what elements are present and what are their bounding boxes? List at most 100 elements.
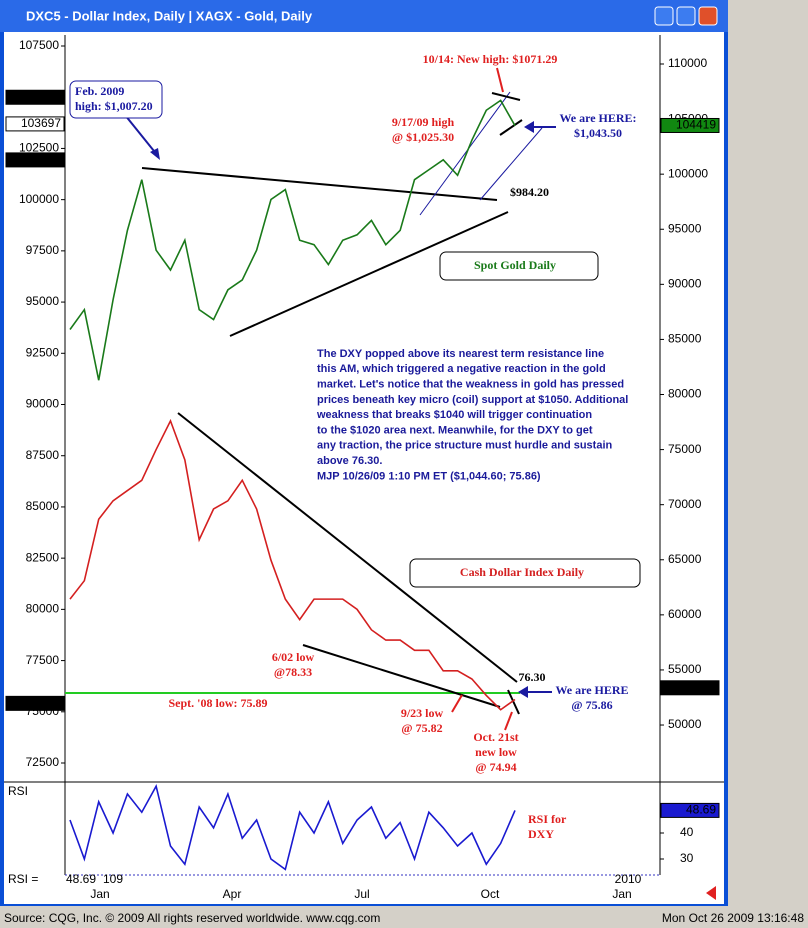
- pointer: [451, 694, 463, 713]
- y-tick-label: 100000: [19, 192, 59, 206]
- annotation-box: [69, 80, 163, 119]
- y-tick-label: 80000: [26, 602, 60, 616]
- annotation: 6/02 low: [272, 650, 315, 664]
- left-price-marker: 101940: [21, 152, 61, 166]
- y-tick-label: 82500: [26, 550, 60, 564]
- annotation: We are HERE:: [559, 111, 636, 125]
- maximize-button[interactable]: [676, 6, 696, 26]
- y2-tick-label: 80000: [668, 387, 702, 401]
- commentary-line: this AM, which triggered a negative reac…: [317, 363, 606, 375]
- commentary-line: above 76.30.: [317, 455, 382, 467]
- series-label-box: [439, 251, 599, 281]
- annotation: Oct. 21st: [473, 730, 518, 744]
- x-tick-label: Apr: [223, 887, 242, 901]
- close-button[interactable]: [698, 6, 718, 26]
- footer-timestamp: Mon Oct 26 2009 13:16:48: [662, 911, 804, 925]
- channel-line: [419, 91, 511, 216]
- annotation: 76.30: [519, 670, 546, 684]
- annotation: @78.33: [274, 665, 312, 679]
- trend-line: [491, 92, 521, 101]
- left-price-marker: 75412: [28, 696, 62, 710]
- commentary-line: MJP 10/26/09 1:10 PM ET ($1,044.60; 75.8…: [317, 470, 541, 482]
- annotation: $1,043.50: [574, 126, 622, 140]
- commentary-line: any traction, the price structure must h…: [317, 440, 613, 452]
- y-tick-label: 77500: [26, 653, 60, 667]
- minimize-button[interactable]: [654, 6, 674, 26]
- right-price-marker: 104419: [676, 118, 716, 132]
- commentary-line: market. Let's notice that the weakness i…: [317, 379, 624, 391]
- annotation: $984.20: [510, 185, 549, 199]
- chart-area: [4, 32, 724, 904]
- annotation: @ 74.94: [475, 760, 516, 774]
- left-price-marker-box: [5, 695, 65, 711]
- y2-tick-label: 110000: [668, 56, 707, 70]
- left-price-marker: 104998: [21, 89, 61, 103]
- y-tick-label: 92500: [26, 345, 60, 359]
- trend-line: [177, 412, 518, 683]
- y-tick-label: 95000: [26, 294, 60, 308]
- x-tick-label: Jul: [354, 887, 369, 901]
- annotation: We are HERE: [555, 683, 628, 697]
- y-tick-label: 97500: [26, 243, 60, 257]
- rsi-line: [69, 784, 516, 871]
- trend-lines: [141, 91, 543, 715]
- annotation: Feb. 2009: [75, 84, 124, 98]
- commentary-line: to the $1020 area next. Meanwhile, for t…: [317, 424, 593, 436]
- right-price-marker-box: [660, 117, 720, 133]
- annotation: 9/23 low: [401, 706, 444, 720]
- window-title: DXC5 - Dollar Index, Daily | XAGX - Gold…: [26, 8, 313, 23]
- x-tick-label: Jan: [90, 887, 109, 901]
- commentary-line: weakness that breaks $1040 will trigger …: [316, 409, 592, 421]
- title-bar: [0, 0, 728, 32]
- annotation: high: $1,007.20: [75, 99, 153, 113]
- left-price-marker: 103697: [21, 116, 61, 130]
- y-tick-label: 72500: [26, 755, 60, 769]
- y2-tick-label: 75000: [668, 442, 702, 456]
- y-tick-label: 87500: [26, 448, 60, 462]
- left-price-marker-box: [5, 89, 65, 105]
- annotation: new low: [475, 745, 517, 759]
- rsi-title: RSI: [8, 784, 28, 798]
- footer-source: Source: CQG, Inc. © 2009 All rights rese…: [4, 911, 380, 925]
- pointer: [504, 711, 513, 731]
- annotation: @ 75.82: [401, 721, 442, 735]
- price-line: [69, 418, 516, 711]
- scroll-arrow[interactable]: [706, 886, 716, 900]
- y2-tick-label: 85000: [668, 332, 702, 346]
- series-label: Spot Gold Daily: [474, 258, 556, 272]
- trend-line: [141, 167, 498, 201]
- left-price-marker-box: [5, 152, 65, 168]
- annotation: @ 75.86: [571, 698, 612, 712]
- annotation: Sept. '08 low: 75.89: [169, 696, 268, 710]
- y2-tick-label: 65000: [668, 552, 702, 566]
- y-tick-label: 90000: [26, 397, 60, 411]
- left-price-marker-box: [5, 116, 65, 132]
- annotation: 10/14: New high: $1071.29: [423, 52, 558, 66]
- arrow-head: [524, 121, 534, 133]
- pointer: [496, 67, 504, 93]
- y2-tick-label: 70000: [668, 497, 702, 511]
- trend-line: [499, 119, 523, 136]
- pointer: [124, 114, 159, 157]
- arrow-head: [518, 686, 528, 698]
- annotation: 9/17/09 high: [392, 115, 455, 129]
- rsi-value-marker: 48.69: [686, 803, 716, 817]
- rsi-readout-label: RSI =: [8, 872, 38, 886]
- commentary-line: prices beneath key micro (coil) support …: [317, 394, 628, 406]
- x-tick-label: Oct: [481, 887, 500, 901]
- y-tick-label: 85000: [26, 499, 60, 513]
- y2-tick-label: 100000: [668, 166, 708, 180]
- trend-line: [507, 689, 520, 715]
- right-price-marker: 53379: [683, 680, 717, 694]
- right-price-marker-box: [660, 680, 720, 696]
- rsi-label: DXY: [528, 827, 554, 841]
- rsi-tick-label: 30: [680, 851, 694, 865]
- commentary-line: The DXY popped above its nearest term re…: [317, 348, 604, 360]
- annotation: @ $1,025.30: [392, 130, 454, 144]
- arrow-head: [150, 148, 160, 160]
- y-tick-label: 102500: [19, 141, 59, 155]
- price-line: [69, 99, 516, 381]
- x-tick-label: Jan: [612, 887, 631, 901]
- rsi-value-marker-box: [660, 802, 720, 818]
